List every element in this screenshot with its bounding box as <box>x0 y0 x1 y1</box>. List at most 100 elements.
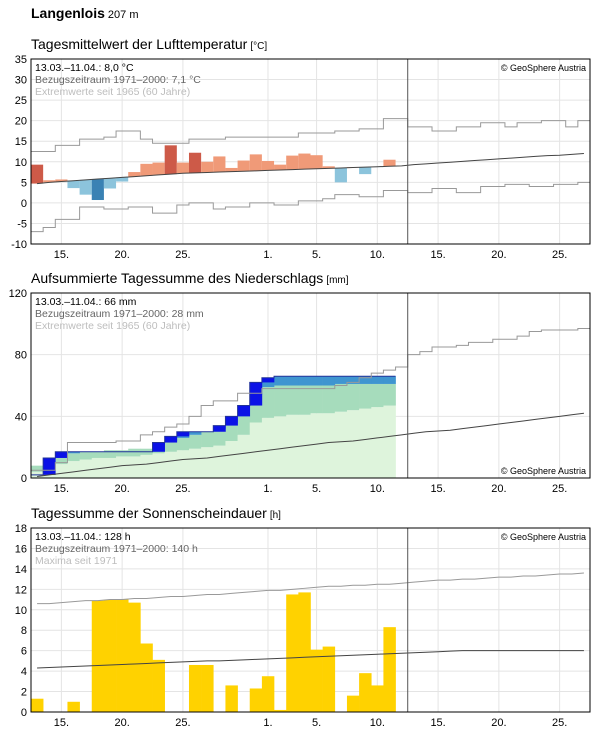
info-reference-period: Bezugszeitraum 1971–2000: 140 h <box>35 543 198 555</box>
y-tick-label: 18 <box>15 523 27 535</box>
station-altitude: 207 m <box>108 9 139 21</box>
x-tick-label: 10. <box>370 249 385 261</box>
precipitation-clim-band <box>311 386 323 414</box>
precipitation-clim-band <box>359 384 371 409</box>
temperature-anomaly-bar <box>286 156 298 170</box>
temperature-anomaly-bar <box>201 162 213 173</box>
precipitation-extreme-step <box>262 378 274 383</box>
x-tick-label: 20. <box>114 483 129 495</box>
sunshine-bar <box>371 685 383 712</box>
temperature-anomaly-bar <box>104 178 116 188</box>
sunshine-bar <box>92 601 104 712</box>
y-tick-label: 8 <box>21 625 27 637</box>
x-tick-label: 1. <box>263 249 272 261</box>
x-tick-label: 25. <box>552 483 567 495</box>
y-tick-label: -5 <box>17 218 27 230</box>
precipitation-low-band <box>177 450 189 478</box>
y-tick-label: 25 <box>15 95 27 107</box>
precipitation-clim-band <box>274 386 286 417</box>
temperature-anomaly-bar <box>92 179 104 200</box>
precipitation-low-band <box>213 446 225 478</box>
x-tick-label: 25. <box>552 249 567 261</box>
precipitation-above-area <box>286 376 298 385</box>
info-period-summary: 13.03.–11.04.: 128 h <box>35 531 131 543</box>
x-tick-label: 20. <box>114 249 129 261</box>
y-tick-label: 5 <box>21 177 27 189</box>
precipitation-low-band <box>238 435 250 478</box>
temperature-anomaly-bar <box>335 168 347 182</box>
precipitation-clim-band <box>92 452 104 458</box>
temperature-anomaly-bar <box>165 145 177 174</box>
precipitation-above-area <box>383 376 395 384</box>
temperature-anomaly-bar <box>213 156 225 172</box>
precipitation-extreme-step <box>177 432 189 437</box>
precipitation-low-band <box>250 423 262 479</box>
sunshine-bar <box>116 600 128 712</box>
x-tick-label: 15. <box>430 717 445 729</box>
station-name: Langenlois <box>31 5 105 21</box>
precipitation-low-band <box>140 455 152 478</box>
x-tick-label: 15. <box>430 249 445 261</box>
precipitation-low-band <box>116 456 128 478</box>
precipitation-clim-band <box>165 441 177 452</box>
precipitation-low-band <box>55 464 67 478</box>
precipitation-low-band <box>383 406 395 478</box>
x-tick-label: 15. <box>54 483 69 495</box>
precipitation-low-band <box>225 441 237 478</box>
precipitation-low-band <box>371 407 383 478</box>
precipitation-clim-band <box>335 384 347 412</box>
y-tick-label: 40 <box>15 411 27 423</box>
precipitation-low-band <box>153 453 165 478</box>
info-period-summary: 13.03.–11.04.: 8,0 °C <box>35 62 134 74</box>
y-tick-label: 10 <box>15 605 27 617</box>
precipitation-clim-band <box>286 386 298 415</box>
x-tick-label: 25. <box>175 249 190 261</box>
precipitation-low-band <box>335 412 347 478</box>
precipitation-clim-band <box>238 416 250 435</box>
precipitation-low-band <box>80 460 92 479</box>
y-tick-label: 14 <box>15 564 27 576</box>
precipitation-clim-band <box>177 438 189 450</box>
precipitation-clim-band <box>262 387 274 418</box>
temperature-anomaly-bar <box>153 163 165 175</box>
precipitation-chart: 0408012015.20.25.1.5.10.15.20.25.13.03.–… <box>0 284 596 500</box>
precipitation-clim-band <box>67 453 79 461</box>
precipitation-clim-band <box>323 386 335 414</box>
precipitation-clim-band <box>128 449 140 457</box>
temperature-anomaly-bar <box>31 165 43 184</box>
precipitation-clim-band <box>116 450 128 456</box>
x-tick-label: 25. <box>175 717 190 729</box>
temperature-anomaly-bar <box>140 164 152 176</box>
precipitation-above-area <box>311 376 323 385</box>
y-tick-label: 35 <box>15 54 27 66</box>
sunshine-bar <box>189 665 201 712</box>
y-tick-label: 30 <box>15 75 27 87</box>
precipitation-above-area <box>298 376 310 385</box>
precipitation-extreme-step <box>43 458 55 475</box>
precipitation-clim-band <box>31 466 43 472</box>
precipitation-clim-band <box>201 432 213 447</box>
sunshine-bar <box>359 673 371 712</box>
precipitation-extreme-step <box>55 452 67 458</box>
y-tick-label: 80 <box>15 350 27 362</box>
temperature-min-record-line <box>31 182 590 231</box>
temperature-anomaly-bar <box>177 163 189 174</box>
x-tick-label: 20. <box>491 249 506 261</box>
precipitation-clim-band <box>371 384 383 407</box>
x-tick-label: 5. <box>312 483 321 495</box>
precipitation-clim-band <box>298 386 310 415</box>
sunshine-bar <box>262 676 274 712</box>
precipitation-clim-band <box>347 384 359 410</box>
temperature-anomaly-bar <box>274 165 286 170</box>
sunshine-bar <box>298 592 310 712</box>
y-tick-label: 0 <box>21 473 27 485</box>
precipitation-extreme-step <box>238 406 250 417</box>
info-reference-period: Bezugszeitraum 1971–2000: 28 mm <box>35 308 204 320</box>
temperature-anomaly-bar <box>262 161 274 170</box>
precipitation-extreme-step <box>165 436 177 442</box>
y-tick-label: 20 <box>15 116 27 128</box>
precipitation-low-band <box>359 409 371 478</box>
sunshine-bar <box>250 688 262 712</box>
x-tick-label: 1. <box>263 483 272 495</box>
sunshine-bar <box>128 603 140 712</box>
